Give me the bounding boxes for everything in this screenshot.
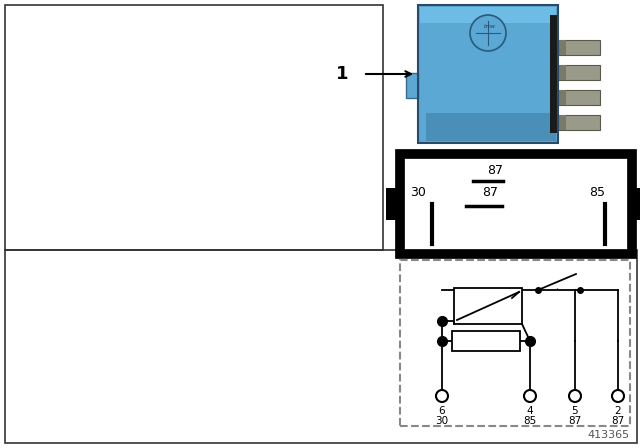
Text: 30: 30 — [435, 416, 449, 426]
Text: 87: 87 — [568, 416, 582, 426]
Text: 85: 85 — [524, 416, 536, 426]
Polygon shape — [632, 188, 640, 220]
Text: 4: 4 — [527, 406, 533, 416]
Polygon shape — [558, 65, 600, 80]
Circle shape — [436, 390, 448, 402]
Polygon shape — [420, 7, 556, 23]
Text: 2: 2 — [614, 406, 621, 416]
Polygon shape — [558, 40, 600, 55]
Polygon shape — [406, 73, 418, 98]
Text: 87: 87 — [611, 416, 625, 426]
Text: 85: 85 — [589, 185, 605, 198]
Polygon shape — [418, 5, 558, 143]
Polygon shape — [558, 90, 566, 105]
Text: 6: 6 — [438, 406, 445, 416]
Polygon shape — [558, 90, 600, 105]
Text: 413365: 413365 — [588, 430, 630, 440]
Circle shape — [612, 390, 624, 402]
Polygon shape — [558, 65, 566, 80]
Polygon shape — [426, 113, 556, 141]
Polygon shape — [400, 260, 630, 426]
Text: 1: 1 — [335, 65, 348, 83]
Circle shape — [524, 390, 536, 402]
Polygon shape — [400, 154, 632, 254]
Polygon shape — [452, 331, 520, 351]
Polygon shape — [558, 40, 566, 55]
Polygon shape — [550, 15, 558, 133]
Polygon shape — [558, 115, 566, 130]
Text: bmw: bmw — [484, 24, 496, 29]
Circle shape — [569, 390, 581, 402]
Polygon shape — [454, 288, 522, 324]
Text: 87: 87 — [482, 185, 498, 198]
Text: 5: 5 — [572, 406, 579, 416]
Polygon shape — [386, 188, 400, 220]
Text: 30: 30 — [410, 185, 426, 198]
Text: 87: 87 — [487, 164, 503, 177]
Circle shape — [470, 15, 506, 51]
Polygon shape — [558, 115, 600, 130]
